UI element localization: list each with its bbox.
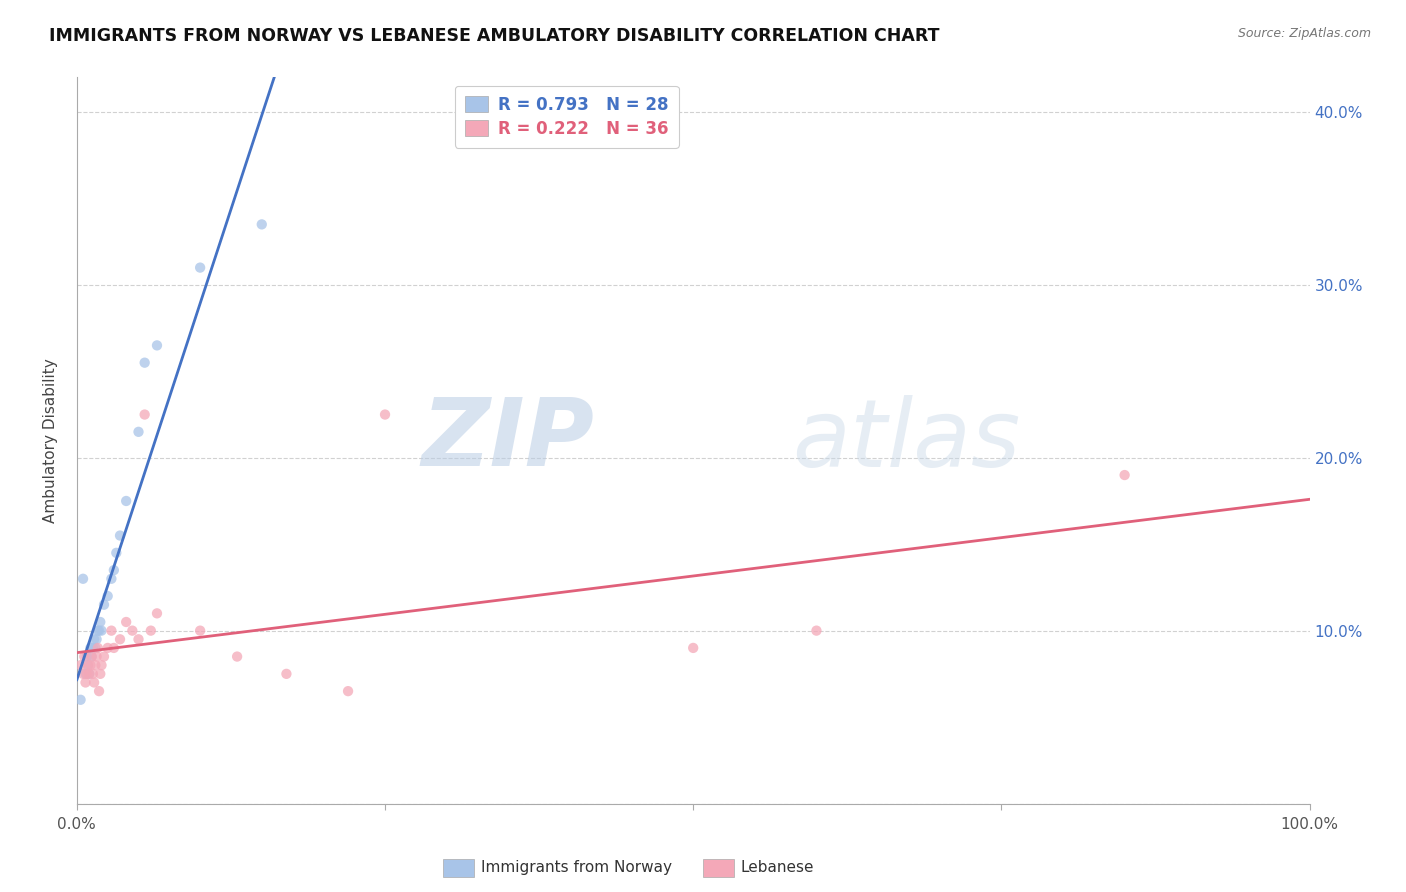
Point — [128, 632, 150, 647]
Point — [86, 632, 108, 647]
Point — [77, 666, 100, 681]
Y-axis label: Ambulatory Disability: Ambulatory Disability — [44, 358, 58, 523]
Point — [75, 666, 97, 681]
Point — [79, 658, 101, 673]
Point — [84, 658, 107, 673]
Point — [115, 615, 138, 629]
Point — [93, 649, 115, 664]
Point — [276, 666, 298, 681]
Point — [76, 666, 98, 681]
Text: IMMIGRANTS FROM NORWAY VS LEBANESE AMBULATORY DISABILITY CORRELATION CHART: IMMIGRANTS FROM NORWAY VS LEBANESE AMBUL… — [49, 27, 939, 45]
Point — [80, 649, 103, 664]
Point — [83, 675, 105, 690]
Text: Lebanese: Lebanese — [741, 861, 814, 875]
Point — [82, 640, 104, 655]
Point — [77, 658, 100, 673]
Point — [121, 624, 143, 638]
Point — [75, 675, 97, 690]
Point — [128, 425, 150, 439]
Point — [188, 624, 211, 638]
Point — [69, 658, 91, 673]
Point — [806, 624, 828, 638]
Text: atlas: atlas — [792, 395, 1021, 486]
Point — [100, 624, 122, 638]
Point — [97, 640, 120, 655]
Point — [72, 572, 94, 586]
Point — [108, 528, 131, 542]
Point — [90, 624, 112, 638]
Point — [73, 649, 96, 664]
Point — [103, 640, 125, 655]
Legend: R = 0.793   N = 28, R = 0.222   N = 36: R = 0.793 N = 28, R = 0.222 N = 36 — [456, 86, 679, 147]
Point — [134, 408, 156, 422]
Point — [134, 356, 156, 370]
Point — [188, 260, 211, 275]
Point — [90, 658, 112, 673]
Point — [250, 218, 273, 232]
Point — [79, 640, 101, 655]
Point — [337, 684, 360, 698]
Point — [682, 640, 704, 655]
Point — [84, 640, 107, 655]
Point — [80, 649, 103, 664]
Point — [103, 563, 125, 577]
Point — [105, 546, 128, 560]
Point — [87, 624, 110, 638]
Point — [76, 649, 98, 664]
Point — [89, 666, 111, 681]
Point — [69, 693, 91, 707]
Point — [89, 615, 111, 629]
Point — [83, 632, 105, 647]
Point — [87, 640, 110, 655]
Point — [100, 572, 122, 586]
Point — [87, 684, 110, 698]
Point — [87, 624, 110, 638]
Point — [146, 338, 169, 352]
Point — [146, 607, 169, 621]
Point — [86, 649, 108, 664]
Point — [226, 649, 249, 664]
Point — [139, 624, 162, 638]
Point — [1114, 468, 1136, 483]
Point — [72, 666, 94, 681]
Point — [77, 658, 100, 673]
Point — [115, 494, 138, 508]
Point — [77, 666, 100, 681]
Point — [108, 632, 131, 647]
Text: Source: ZipAtlas.com: Source: ZipAtlas.com — [1237, 27, 1371, 40]
Point — [374, 408, 396, 422]
Point — [93, 598, 115, 612]
Text: ZIP: ZIP — [422, 394, 595, 486]
Point — [82, 666, 104, 681]
Point — [97, 589, 120, 603]
Text: Immigrants from Norway: Immigrants from Norway — [481, 861, 672, 875]
